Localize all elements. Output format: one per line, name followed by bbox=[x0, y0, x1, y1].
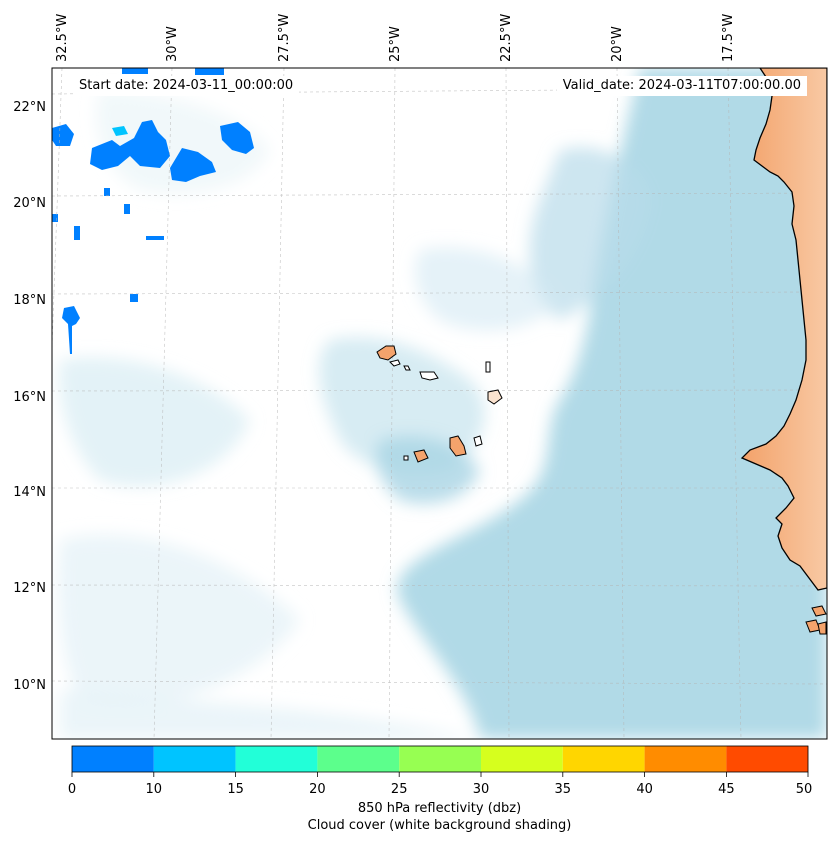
reflectivity-patches bbox=[52, 68, 254, 354]
colorbar-segment bbox=[481, 746, 563, 772]
coastal-islands bbox=[805, 605, 827, 635]
map-frame bbox=[51, 67, 828, 740]
colorbar-tick-label: 20 bbox=[309, 782, 326, 797]
colorbar-tick-label: 50 bbox=[796, 782, 813, 797]
colorbar-segment bbox=[317, 746, 400, 772]
colorbar-tick-label: 40 bbox=[636, 782, 653, 797]
colorbar-tick-label: 15 bbox=[227, 782, 244, 797]
lat-label: 12°N bbox=[13, 581, 46, 596]
lon-label: 22.5°W bbox=[499, 14, 514, 62]
colorbar-segment bbox=[562, 746, 645, 772]
lat-label: 10°N bbox=[13, 678, 46, 693]
latitude-labels: 22°N 20°N 18°N 16°N 14°N 12°N 10°N bbox=[13, 100, 46, 693]
start-date-label: Start date: 2024-03-11_00:00:00 bbox=[73, 76, 300, 96]
colorbar-segment bbox=[72, 746, 154, 772]
colorbar-segment bbox=[399, 746, 481, 772]
colorbar-frame bbox=[71, 745, 809, 773]
cape-verde-islands bbox=[376, 345, 503, 463]
map-area bbox=[52, 68, 827, 739]
colorbar-segment bbox=[235, 746, 318, 772]
valid-date-label: Valid_date: 2024-03-11T07:00:00.00 bbox=[556, 76, 807, 96]
colorbar-segment bbox=[644, 746, 727, 772]
colorbar-segment bbox=[153, 746, 236, 772]
graticule bbox=[52, 68, 827, 739]
colorbar-segment bbox=[726, 746, 809, 772]
colorbar-subtitle: Cloud cover (white background shading) bbox=[307, 818, 572, 833]
colorbar-tick-label: 0 bbox=[68, 782, 76, 797]
lon-label: 32.5°W bbox=[55, 14, 70, 62]
colorbar-ticks bbox=[71, 772, 809, 777]
colorbar-tick-label: 25 bbox=[391, 782, 408, 797]
lat-label: 14°N bbox=[13, 485, 46, 500]
lon-label: 17.5°W bbox=[721, 14, 736, 62]
colorbar-title: 850 hPa reflectivity (dbz) bbox=[357, 801, 522, 816]
lon-label: 25°W bbox=[388, 26, 403, 62]
colorbar-tick-label: 35 bbox=[555, 782, 572, 797]
cloud-cover-shading bbox=[58, 68, 827, 739]
lon-label: 27.5°W bbox=[277, 14, 292, 62]
lat-label: 20°N bbox=[13, 196, 46, 211]
lat-label: 18°N bbox=[13, 293, 46, 308]
lon-label: 30°W bbox=[165, 26, 180, 62]
colorbar-tick-label: 10 bbox=[146, 782, 163, 797]
lat-label: 22°N bbox=[13, 100, 46, 115]
africa-land bbox=[740, 68, 827, 591]
longitude-labels: 32.5°W 30°W 27.5°W 25°W 22.5°W 20°W 17.5… bbox=[55, 14, 736, 62]
colorbar-tick-label: 30 bbox=[473, 782, 490, 797]
colorbar: 0 10 15 20 25 30 35 40 45 50 bbox=[68, 745, 812, 797]
lon-label: 20°W bbox=[610, 26, 625, 62]
colorbar-tick-label: 45 bbox=[718, 782, 735, 797]
colorbar-tick-labels: 0 10 15 20 25 30 35 40 45 50 bbox=[68, 782, 812, 797]
lat-label: 16°N bbox=[13, 390, 46, 405]
